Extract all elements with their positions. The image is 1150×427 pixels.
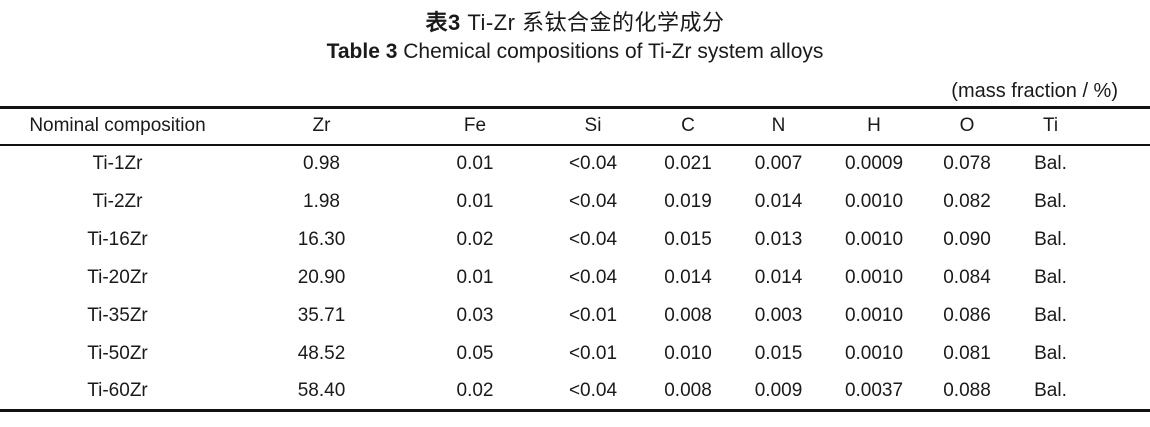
table-title-en-text: Chemical compositions of Ti-Zr system al… <box>397 40 824 63</box>
table-cell: Ti-16Zr <box>87 228 148 250</box>
table-cell: 0.007 <box>754 153 803 174</box>
table-cell: 0.014 <box>664 266 712 288</box>
table-cell: 0.008 <box>664 304 712 326</box>
table-number-en: Table 3 <box>326 40 398 63</box>
table-cell: 0.081 <box>943 342 991 364</box>
table-row: Ti-60Zr 58.40 0.02 <0.04 0.008 0.009 0.0037 0.0… <box>0 373 1150 411</box>
table-number-zh: 表3 <box>425 10 461 35</box>
table-cell: 0.01 <box>456 190 494 212</box>
table-cell: 1.98 <box>303 190 340 212</box>
table-cell: <0.01 <box>568 304 618 326</box>
table-cell: 0.0009 <box>844 153 904 174</box>
table-cell: <0.04 <box>568 190 618 212</box>
table-cell: 0.010 <box>664 342 712 364</box>
table-cell: 0.01 <box>456 153 494 174</box>
table-title-zh-text: Ti-Zr 系钛合金的化学成分 <box>460 10 725 35</box>
table-cell: 0.008 <box>664 379 712 401</box>
table-cell: 0.086 <box>943 304 991 326</box>
column-header: Nominal composition <box>29 115 206 137</box>
header-row: Nominal composition Zr Fe Si C N H O Ti <box>0 108 1150 145</box>
table-cell: 58.40 <box>297 379 346 401</box>
table-cell: 0.0010 <box>844 304 904 326</box>
table-cell: 0.05 <box>456 342 494 364</box>
table-cell: 0.009 <box>754 379 803 401</box>
table-cell: Ti-2Zr <box>92 190 143 212</box>
table-cell: Bal. <box>1034 304 1067 326</box>
column-header: Fe <box>463 115 487 137</box>
table-cell: 0.015 <box>664 228 712 250</box>
column-header: Ti <box>1042 115 1059 137</box>
table-cell: <0.04 <box>568 228 618 250</box>
table-cell: Ti-20Zr <box>87 266 148 288</box>
table-cell: 35.71 <box>297 304 346 326</box>
table-cell: 0.084 <box>943 266 991 288</box>
table-row: Ti-2Zr 1.98 0.01 <0.04 0.019 0.014 0.0010 0.082… <box>0 183 1150 221</box>
table-cell: 16.30 <box>297 228 346 250</box>
table-cell: 0.019 <box>664 190 712 212</box>
table-cell: Bal. <box>1034 266 1067 288</box>
unit-note: (mass fraction / %) <box>951 80 1118 102</box>
table-row: Ti-1Zr 0.98 0.01 <0.04 0.021 0.007 0.0009 0.078… <box>0 145 1150 183</box>
table-cell: 0.0010 <box>844 228 904 250</box>
table-cell: Bal. <box>1034 153 1067 174</box>
table-cell: <0.04 <box>568 153 618 174</box>
table-cell: 0.021 <box>664 153 712 174</box>
table-title-english: Table 3 Chemical compositions of Ti-Zr s… <box>0 38 1150 66</box>
table-cell: 0.003 <box>754 304 803 326</box>
table-cell: 0.0010 <box>844 190 904 212</box>
column-header: Zr <box>312 115 331 137</box>
table-cell: 0.013 <box>754 228 803 250</box>
table-cell: 0.0010 <box>844 342 904 364</box>
table-cell: 0.015 <box>754 342 803 364</box>
table-title-chinese: 表3 Ti-Zr 系钛合金的化学成分 <box>0 8 1150 38</box>
table-cell: 0.090 <box>943 228 991 250</box>
table-cell: 0.98 <box>303 153 340 174</box>
table-cell: Bal. <box>1034 190 1067 212</box>
table-cell: 0.088 <box>943 379 991 401</box>
table-cell: Bal. <box>1034 379 1067 401</box>
table-row: Ti-20Zr 20.90 0.01 <0.04 0.014 0.014 0.0010 0.0… <box>0 259 1150 297</box>
table-cell: 0.03 <box>456 304 494 326</box>
table-cell: Bal. <box>1034 342 1067 364</box>
table-cell: Ti-35Zr <box>87 304 148 326</box>
table-row: Ti-16Zr 16.30 0.02 <0.04 0.015 0.013 0.0010 0.0… <box>0 221 1150 259</box>
table-body: Ti-1Zr 0.98 0.01 <0.04 0.021 0.007 0.0009 0.078… <box>0 145 1150 411</box>
table-cell: 0.082 <box>943 190 991 212</box>
table-cell: 0.01 <box>456 266 494 288</box>
table-cell: <0.01 <box>568 342 618 364</box>
table-cell: 0.078 <box>943 153 991 174</box>
column-header: N <box>771 115 786 137</box>
column-header: C <box>681 115 695 137</box>
table-cell: 0.02 <box>456 379 494 401</box>
table-cell: 0.0037 <box>844 379 904 401</box>
table-cell: 0.0010 <box>844 266 904 288</box>
table-cell: 48.52 <box>297 342 346 364</box>
table-cell: 0.014 <box>754 266 803 288</box>
column-header: Si <box>584 115 602 137</box>
table-cell: 0.014 <box>754 190 803 212</box>
table-cell: <0.04 <box>568 266 618 288</box>
column-header: H <box>867 115 881 137</box>
table-cell: 20.90 <box>297 266 346 288</box>
table-row: Ti-35Zr 35.71 0.03 <0.01 0.008 0.003 0.0010 0.0… <box>0 297 1150 335</box>
composition-table: Nominal composition Zr Fe Si C N H O Ti Ti-1Zr 0.… <box>0 106 1150 412</box>
table-cell: Bal. <box>1034 228 1067 250</box>
table-cell: <0.04 <box>568 379 618 401</box>
table-cell: 0.02 <box>456 228 494 250</box>
table-cell: Ti-50Zr <box>87 342 148 364</box>
table-cell: Ti-1Zr <box>92 153 143 174</box>
table-row: Ti-50Zr 48.52 0.05 <0.01 0.010 0.015 0.0010 0.0… <box>0 335 1150 373</box>
table-cell: Ti-60Zr <box>87 379 148 401</box>
column-header: O <box>959 115 975 137</box>
